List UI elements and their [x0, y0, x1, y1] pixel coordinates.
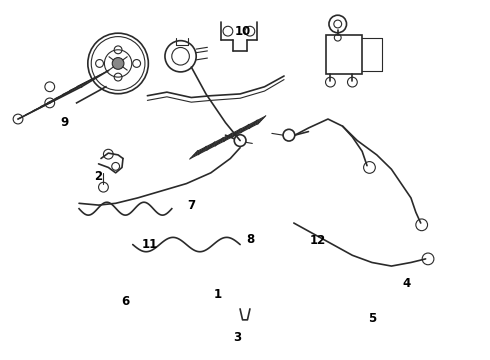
- Text: 8: 8: [246, 233, 254, 246]
- Text: 4: 4: [402, 278, 410, 291]
- Text: 6: 6: [122, 296, 129, 309]
- Text: 9: 9: [60, 116, 69, 129]
- Text: 7: 7: [187, 199, 196, 212]
- Circle shape: [112, 58, 124, 69]
- Text: 5: 5: [368, 311, 376, 325]
- Bar: [325, 35, 362, 74]
- Text: 11: 11: [142, 238, 158, 251]
- Text: 10: 10: [234, 25, 251, 38]
- Text: 12: 12: [310, 234, 326, 247]
- Text: 2: 2: [95, 170, 102, 183]
- Text: 3: 3: [234, 331, 242, 344]
- Text: 1: 1: [214, 288, 222, 301]
